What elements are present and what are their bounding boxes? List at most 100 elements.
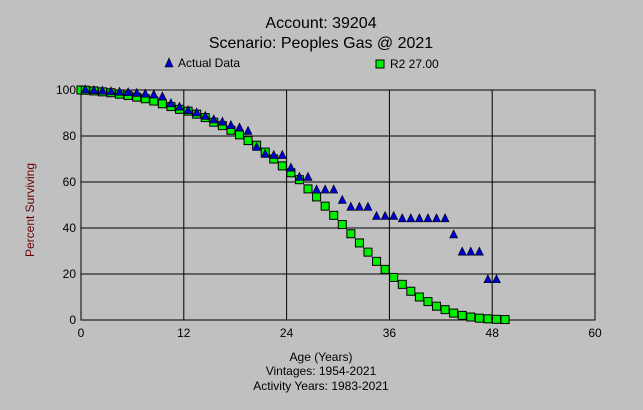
fit-point: [157, 99, 167, 109]
fit-point: [449, 308, 459, 318]
x-tick-label: 12: [177, 326, 191, 340]
actual-point: [226, 119, 236, 129]
actual-point: [286, 162, 296, 172]
actual-point: [372, 210, 382, 220]
fit-point: [397, 279, 407, 289]
actual-point: [217, 116, 227, 126]
axis-ticks: 0 12 24 36 48 60 0 20 40 60 80 100: [56, 83, 602, 340]
actual-point: [363, 201, 373, 211]
fit-point: [380, 264, 390, 274]
grid: [80, 89, 596, 321]
legend: Actual Data R2 27.00: [164, 56, 439, 71]
fit-point: [277, 161, 287, 171]
fit-point: [363, 247, 373, 257]
actual-point: [183, 105, 193, 114]
actual-point: [440, 213, 450, 223]
actual-point: [329, 184, 339, 194]
actual-point: [80, 84, 90, 94]
actual-point: [312, 184, 322, 194]
actual-point: [320, 184, 330, 194]
x-tick-label: 60: [588, 326, 602, 340]
chart-title-line-1: Account: 39204: [265, 15, 376, 32]
actual-point: [97, 85, 107, 95]
actual-point: [192, 107, 202, 117]
fit-point: [474, 313, 484, 323]
legend-fit-label: R2 27.00: [390, 57, 439, 71]
chart-title-line-2: Scenario: Peoples Gas @ 2021: [209, 35, 433, 52]
fit-point: [329, 210, 339, 220]
fit-point: [457, 310, 467, 320]
plot-frame: [80, 89, 596, 321]
actual-point: [303, 171, 313, 181]
vintages-label: Vintages: 1954-2021: [266, 364, 377, 378]
actual-point: [466, 246, 476, 256]
actual-point: [449, 229, 459, 239]
fit-point: [312, 192, 322, 202]
fit-point: [354, 238, 364, 248]
y-tick-label: 20: [63, 267, 77, 281]
y-tick-label: 0: [69, 313, 76, 327]
actual-point: [269, 149, 279, 159]
actual-point: [252, 141, 262, 151]
actual-point: [243, 125, 253, 135]
fit-point: [466, 312, 476, 322]
x-axis-label: Age (Years): [290, 350, 353, 364]
fit-point: [406, 286, 416, 296]
actual-point: [397, 213, 407, 223]
actual-point: [406, 213, 416, 223]
actual-point: [157, 91, 167, 101]
actual-point: [175, 101, 185, 111]
actual-point: [115, 86, 125, 96]
legend-square-icon: [375, 59, 385, 69]
y-tick-label: 60: [63, 175, 77, 189]
y-tick-label: 80: [63, 129, 77, 143]
actual-point: [234, 122, 244, 132]
fit-point: [500, 315, 510, 325]
x-tick-label: 24: [280, 326, 294, 340]
legend-actual-label: Actual Data: [178, 56, 240, 70]
actual-point: [140, 88, 150, 98]
x-tick-label: 0: [78, 326, 85, 340]
x-tick-label: 48: [486, 326, 500, 340]
actual-point: [432, 213, 442, 223]
fit-point: [234, 130, 244, 140]
actual-point: [277, 149, 287, 159]
fit-point: [483, 314, 493, 324]
actual-point: [457, 246, 467, 256]
fit-point: [389, 272, 399, 282]
actual-point: [483, 274, 493, 284]
actual-point: [380, 210, 390, 220]
actual-point: [491, 274, 501, 284]
fit-point: [423, 297, 433, 307]
fit-point: [346, 229, 356, 239]
actual-point: [260, 148, 270, 158]
actual-point: [346, 201, 356, 211]
y-tick-label: 100: [56, 83, 76, 97]
actual-point: [166, 98, 176, 108]
fit-point: [337, 220, 347, 230]
fit-point: [243, 136, 253, 146]
fit-point: [303, 184, 313, 194]
fit-point: [372, 256, 382, 266]
actual-point: [354, 201, 364, 211]
actual-point: [414, 213, 424, 223]
actual-point: [294, 171, 304, 181]
legend-triangle-icon: [164, 57, 174, 68]
actual-point: [474, 246, 484, 256]
fit-point: [491, 314, 501, 324]
fit-point: [440, 305, 450, 315]
actual-point: [337, 194, 347, 204]
fit-point: [414, 292, 424, 302]
actual-point: [209, 114, 219, 124]
actual-point: [106, 86, 116, 96]
actual-point: [149, 89, 159, 99]
actual-point: [123, 87, 133, 97]
y-axis-label: Percent Surviving: [23, 163, 37, 257]
actual-point: [389, 210, 399, 220]
actual-point: [89, 85, 99, 94]
activity-years-label: Activity Years: 1983-2021: [253, 379, 389, 393]
fit-point: [320, 201, 330, 211]
fit-point: [432, 301, 442, 311]
actual-point: [423, 213, 433, 223]
